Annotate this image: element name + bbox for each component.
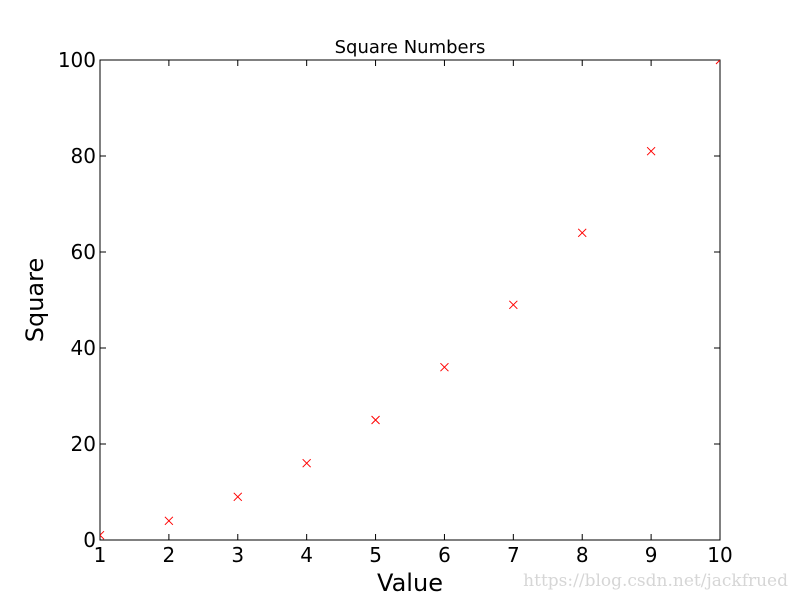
data-point-marker bbox=[302, 458, 312, 468]
x-tick-label: 3 bbox=[231, 543, 244, 567]
x-tick-label: 2 bbox=[163, 543, 176, 567]
data-point-marker bbox=[715, 60, 720, 65]
y-tick-label: 80 bbox=[71, 144, 96, 168]
x-tick-label: 7 bbox=[507, 543, 520, 567]
x-tick-label: 10 bbox=[707, 543, 732, 567]
data-point-marker bbox=[440, 362, 449, 372]
marker-group bbox=[100, 60, 720, 540]
y-tick-label: 40 bbox=[71, 336, 96, 360]
y-tick-label: 0 bbox=[83, 528, 96, 552]
scatter-series bbox=[100, 60, 720, 540]
data-point-marker bbox=[371, 415, 380, 425]
y-axis-label: Square bbox=[21, 258, 49, 343]
y-tick-label: 100 bbox=[58, 48, 96, 72]
data-point-marker bbox=[233, 492, 243, 502]
x-tick-label: 1 bbox=[94, 543, 107, 567]
plot-frame bbox=[99, 59, 721, 541]
data-point-marker bbox=[164, 516, 174, 526]
x-tick-label: 5 bbox=[369, 543, 382, 567]
chart-title: Square Numbers bbox=[335, 37, 486, 58]
watermark: https://blog.csdn.net/jackfrued bbox=[523, 571, 788, 591]
data-point-marker bbox=[577, 228, 587, 238]
data-point-marker bbox=[646, 146, 656, 156]
data-point-marker bbox=[100, 530, 105, 540]
x-tick-label: 9 bbox=[645, 543, 658, 567]
data-point-marker bbox=[508, 300, 518, 310]
x-tick-label: 8 bbox=[576, 543, 589, 567]
y-tick-label: 60 bbox=[71, 240, 96, 264]
x-tick-label: 4 bbox=[300, 543, 313, 567]
x-axis-label: Value bbox=[377, 569, 443, 597]
tick-group bbox=[99, 59, 721, 541]
y-tick-label: 20 bbox=[71, 432, 96, 456]
x-tick-label: 6 bbox=[438, 543, 451, 567]
